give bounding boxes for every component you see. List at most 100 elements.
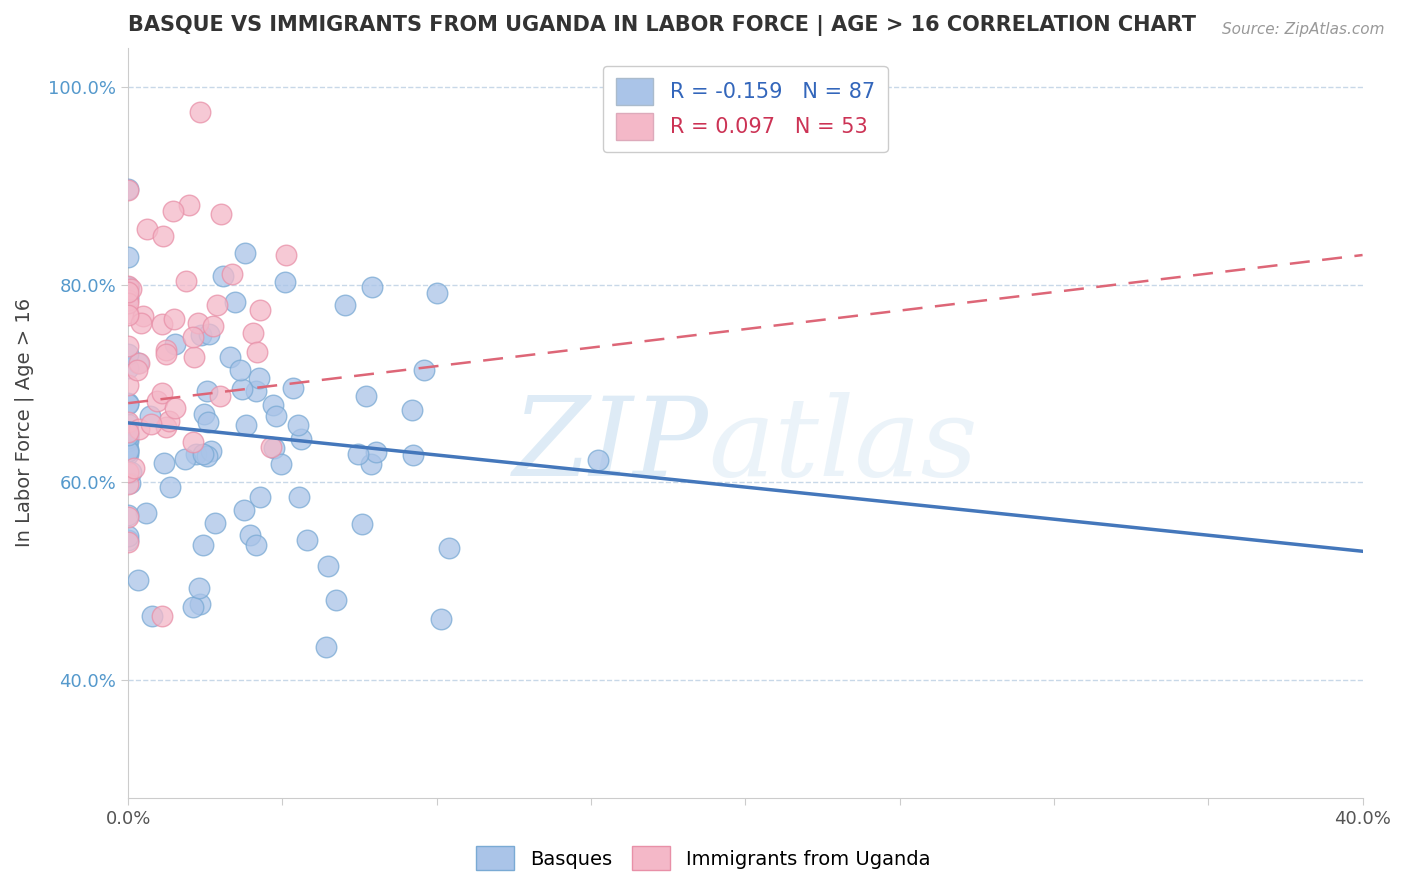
Point: [150, 609, 173, 624]
Point: [117, 281, 139, 295]
Legend: Basques, Immigrants from Uganda: Basques, Immigrants from Uganda: [468, 838, 938, 878]
Text: BASQUE VS IMMIGRANTS FROM UGANDA IN LABOR FORCE | AGE > 16 CORRELATION CHART: BASQUE VS IMMIGRANTS FROM UGANDA IN LABO…: [128, 15, 1197, 36]
Point: [117, 446, 139, 460]
Point: [260, 440, 283, 454]
Point: [127, 573, 149, 587]
Point: [264, 409, 287, 423]
Point: [347, 447, 370, 461]
Point: [117, 444, 139, 458]
Point: [117, 183, 139, 197]
Legend: R = -0.159   N = 87, R = 0.097   N = 53: R = -0.159 N = 87, R = 0.097 N = 53: [603, 66, 887, 153]
Point: [120, 465, 142, 479]
Point: [187, 581, 209, 595]
Point: [233, 503, 256, 517]
Point: [183, 350, 205, 364]
Point: [249, 302, 271, 317]
Point: [207, 298, 229, 312]
Point: [117, 309, 139, 323]
Point: [125, 363, 148, 377]
Point: [135, 507, 157, 521]
Point: [117, 425, 139, 439]
Point: [117, 508, 139, 522]
Point: [274, 275, 297, 289]
Point: [288, 490, 311, 504]
Point: [354, 389, 377, 403]
Point: [155, 346, 177, 360]
Point: [350, 517, 373, 532]
Point: [276, 248, 298, 262]
Point: [117, 415, 139, 429]
Point: [117, 279, 139, 293]
Text: atlas: atlas: [709, 392, 979, 500]
Point: [139, 409, 162, 424]
Point: [221, 267, 243, 281]
Point: [117, 182, 139, 196]
Point: [204, 516, 226, 530]
Point: [245, 384, 267, 398]
Point: [117, 306, 139, 320]
Point: [127, 356, 149, 370]
Point: [117, 444, 139, 458]
Point: [117, 476, 139, 491]
Point: [197, 326, 219, 341]
Point: [155, 343, 177, 357]
Point: [117, 279, 139, 293]
Point: [193, 407, 215, 421]
Point: [155, 420, 177, 434]
Y-axis label: In Labor Force | Age > 16: In Labor Force | Age > 16: [15, 298, 35, 548]
Point: [224, 295, 246, 310]
Point: [318, 559, 340, 574]
Point: [402, 448, 425, 462]
Point: [117, 431, 139, 445]
Point: [117, 442, 139, 456]
Point: [141, 417, 163, 431]
Point: [188, 597, 211, 611]
Point: [117, 360, 139, 375]
Point: [152, 317, 174, 331]
Point: [117, 427, 139, 442]
Point: [209, 207, 232, 221]
Point: [162, 312, 184, 326]
Point: [315, 640, 337, 654]
Point: [325, 593, 347, 607]
Point: [120, 282, 142, 296]
Point: [235, 246, 257, 260]
Point: [437, 541, 460, 555]
Point: [281, 381, 304, 395]
Point: [129, 317, 152, 331]
Point: [117, 339, 139, 353]
Point: [117, 377, 139, 392]
Point: [187, 316, 209, 330]
Text: Source: ZipAtlas.com: Source: ZipAtlas.com: [1222, 22, 1385, 37]
Point: [117, 529, 139, 543]
Point: [136, 222, 159, 236]
Point: [117, 533, 139, 548]
Point: [141, 609, 163, 624]
Point: [165, 337, 187, 351]
Point: [150, 386, 173, 401]
Point: [239, 528, 262, 542]
Point: [152, 229, 174, 244]
Point: [120, 475, 142, 490]
Point: [132, 310, 155, 324]
Point: [429, 612, 451, 626]
Point: [262, 399, 284, 413]
Point: [191, 447, 214, 461]
Point: [181, 600, 204, 615]
Point: [401, 402, 423, 417]
Point: [181, 330, 204, 344]
Point: [270, 457, 292, 471]
Point: [426, 286, 449, 301]
Point: [245, 538, 267, 552]
Point: [146, 393, 169, 408]
Point: [249, 491, 271, 505]
Point: [117, 396, 139, 410]
Point: [231, 382, 253, 396]
Point: [174, 274, 197, 288]
Point: [117, 397, 139, 411]
Point: [195, 449, 218, 463]
Point: [117, 427, 139, 442]
Point: [364, 445, 387, 459]
Point: [360, 280, 382, 294]
Point: [333, 298, 356, 312]
